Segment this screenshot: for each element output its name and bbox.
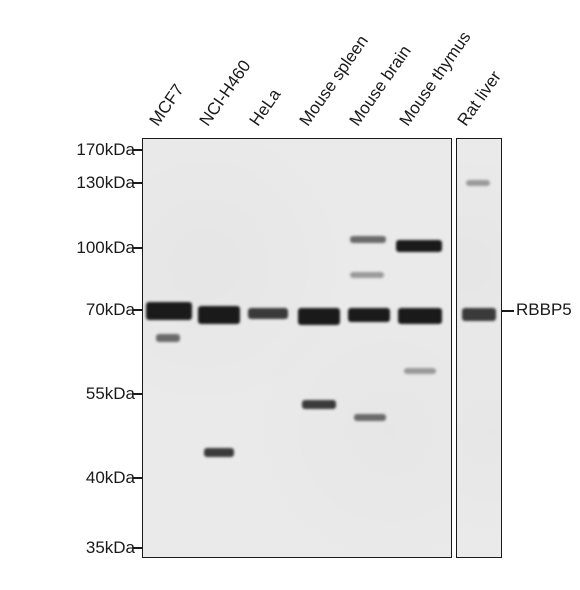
lane-label-6: Rat liver	[454, 67, 506, 130]
lane-label-2: HeLa	[246, 85, 286, 130]
mw-label-100: 100kDa	[76, 238, 135, 258]
band-brain-50	[354, 414, 386, 421]
lane-labels-group: MCF7 NCI-H460 HeLa Mouse spleen Mouse br…	[140, 0, 510, 130]
band-h460-70	[198, 306, 240, 324]
mw-label-170: 170kDa	[76, 140, 135, 160]
mw-label-40: 40kDa	[86, 468, 135, 488]
band-thymus-100	[396, 240, 442, 252]
protein-tick-rbbp5	[502, 310, 514, 312]
band-thymus-70	[398, 308, 442, 324]
blot-area	[142, 138, 502, 558]
mw-label-130: 130kDa	[76, 173, 135, 193]
band-hela-70	[248, 308, 288, 319]
mw-label-55: 55kDa	[86, 384, 135, 404]
band-thymus-58	[404, 368, 436, 374]
band-spleen-70	[298, 308, 340, 325]
band-brain-70	[348, 308, 390, 322]
mw-label-70: 70kDa	[86, 300, 135, 320]
blot-panel-right	[456, 138, 502, 558]
lane-label-0: MCF7	[146, 81, 189, 130]
band-brain-85	[350, 272, 384, 278]
blot-panel-main	[142, 138, 452, 558]
band-mcf7-70	[146, 302, 192, 320]
protein-label-rbbp5: RBBP5	[516, 300, 572, 320]
band-ratliver-70	[462, 308, 496, 321]
mw-label-35: 35kDa	[86, 538, 135, 558]
band-spleen-55	[302, 400, 336, 409]
band-h460-45	[204, 448, 234, 457]
band-mcf7-sub	[156, 334, 180, 342]
band-ratliver-130	[466, 180, 490, 186]
band-brain-100	[350, 236, 386, 243]
